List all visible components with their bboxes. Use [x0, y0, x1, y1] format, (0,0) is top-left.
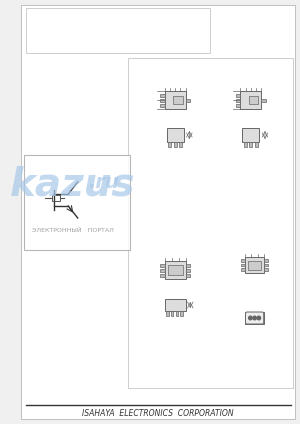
Bar [180, 311, 183, 316]
Bar [255, 142, 258, 147]
Bar [244, 142, 247, 147]
Bar [165, 91, 186, 109]
Circle shape [253, 316, 256, 320]
Bar [168, 265, 183, 275]
Bar [168, 142, 171, 147]
Bar [174, 142, 177, 147]
Bar [176, 311, 178, 316]
Bar [241, 264, 245, 266]
Bar [264, 259, 268, 262]
Bar [236, 103, 240, 106]
Bar [240, 91, 261, 109]
Bar [249, 142, 252, 147]
Bar [186, 268, 190, 271]
Bar [241, 259, 245, 262]
Bar [160, 94, 165, 97]
Bar [160, 263, 165, 267]
Bar [186, 273, 190, 276]
Bar [264, 268, 268, 271]
Bar [171, 311, 173, 316]
Bar [52, 195, 60, 201]
Bar [179, 142, 182, 147]
Bar [160, 273, 165, 276]
Circle shape [257, 316, 261, 320]
Bar [160, 98, 165, 101]
Bar [186, 98, 190, 101]
FancyBboxPatch shape [245, 312, 264, 324]
Circle shape [249, 316, 252, 320]
Bar [248, 260, 261, 270]
Text: .ru: .ru [88, 173, 119, 192]
Bar [160, 268, 165, 271]
Bar [165, 261, 186, 279]
Bar [24, 155, 130, 250]
Bar [242, 128, 259, 142]
Bar [245, 257, 264, 273]
Bar [166, 311, 169, 316]
Bar [264, 264, 268, 266]
Bar [241, 268, 245, 271]
Bar [236, 94, 240, 97]
Bar [26, 8, 210, 53]
Text: kazus: kazus [10, 166, 136, 204]
Bar [249, 96, 258, 104]
Bar [186, 263, 190, 267]
Bar [261, 98, 266, 101]
Bar [167, 128, 184, 142]
Bar [245, 312, 264, 324]
Bar [165, 299, 186, 311]
Bar [236, 98, 240, 101]
Bar [128, 58, 293, 388]
Text: ЭЛЕКТРОННЫЙ   ПОРТАЛ: ЭЛЕКТРОННЫЙ ПОРТАЛ [32, 228, 114, 232]
Bar [160, 103, 165, 106]
Text: ISAHAYA  ELECTRONICS  CORPORATION: ISAHAYA ELECTRONICS CORPORATION [82, 408, 234, 418]
Bar [173, 96, 183, 104]
